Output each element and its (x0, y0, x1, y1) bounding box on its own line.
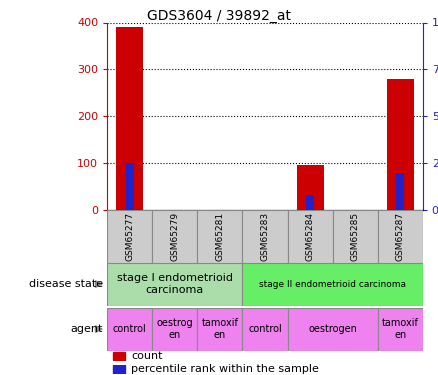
Text: GSM65281: GSM65281 (215, 211, 224, 261)
Text: stage II endometrioid carcinoma: stage II endometrioid carcinoma (259, 280, 406, 289)
Bar (243, 210, 287, 262)
Text: control: control (248, 324, 282, 334)
Text: control: control (113, 324, 147, 334)
Text: tamoxif
en: tamoxif en (201, 318, 238, 340)
Bar (332, 210, 378, 262)
Text: GSM65285: GSM65285 (350, 211, 360, 261)
Bar (387, 79, 413, 210)
Text: tamoxif
en: tamoxif en (381, 318, 419, 340)
Bar (306, 195, 314, 210)
Bar (107, 210, 152, 262)
Bar (297, 165, 324, 210)
Bar (117, 27, 143, 210)
Bar (287, 308, 378, 351)
Text: oestrog
en: oestrog en (156, 318, 193, 340)
Bar (113, 352, 125, 360)
Bar (126, 163, 134, 210)
Bar (378, 308, 423, 351)
Bar (396, 172, 404, 210)
Text: disease state: disease state (29, 279, 103, 289)
Bar (243, 262, 423, 306)
Bar (113, 365, 125, 373)
Bar (287, 210, 332, 262)
Bar (152, 308, 198, 351)
Text: GSM65279: GSM65279 (170, 211, 180, 261)
Bar (107, 262, 243, 306)
Text: percentile rank within the sample: percentile rank within the sample (131, 364, 319, 374)
Text: oestrogen: oestrogen (308, 324, 357, 334)
Text: stage I endometrioid
carcinoma: stage I endometrioid carcinoma (117, 273, 233, 295)
Bar (243, 308, 287, 351)
Text: GDS3604 / 39892_at: GDS3604 / 39892_at (147, 9, 291, 23)
Text: GSM65283: GSM65283 (261, 211, 269, 261)
Text: GSM65287: GSM65287 (396, 211, 405, 261)
Bar (198, 308, 243, 351)
Bar (378, 210, 423, 262)
Text: GSM65284: GSM65284 (306, 212, 314, 261)
Text: count: count (131, 351, 163, 361)
Text: agent: agent (71, 324, 103, 334)
Bar (198, 210, 243, 262)
Text: GSM65277: GSM65277 (125, 211, 134, 261)
Bar (107, 308, 152, 351)
Bar (152, 210, 198, 262)
